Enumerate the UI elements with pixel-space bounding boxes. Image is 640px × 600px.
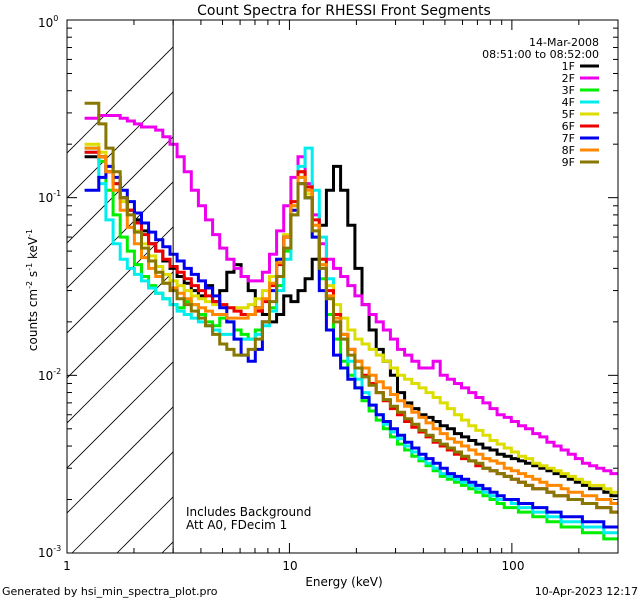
hatch-line (67, 316, 174, 424)
hatch-line (71, 451, 174, 553)
series-1F (84, 155, 618, 498)
x-tick-label: 10 (282, 559, 297, 573)
hatch-line (567, 20, 640, 553)
hatch-line (67, 406, 174, 514)
series-4F (84, 146, 618, 535)
legend-label-9F: 9F (562, 156, 575, 169)
chart-title: Count Spectra for RHESSI Front Segments (197, 3, 491, 19)
hatch-line (67, 91, 174, 199)
hatch-line (67, 271, 174, 379)
hatched-region (67, 20, 640, 553)
legend-label-4F: 4F (562, 96, 575, 109)
hatch-line (67, 361, 174, 469)
legend-label-8F: 8F (562, 144, 575, 157)
footer-date: 10-Apr-2023 12:17 (535, 585, 638, 598)
series-5F (84, 142, 618, 494)
series-9F (84, 101, 618, 514)
hatch-line (342, 20, 640, 553)
legend-date: 14-Mar-2008 (529, 36, 599, 49)
hatch-line (67, 181, 174, 289)
legend-label-5F: 5F (562, 108, 575, 121)
y-axis-label: counts cm-2 s-1 keV-1 (25, 229, 40, 351)
annotation-attenuator: Att A0, FDecim 1 (186, 518, 287, 532)
hatch-line (522, 20, 640, 553)
hatch-line (432, 20, 640, 553)
hatch-line (67, 226, 174, 334)
y-tick-label: 10-3 (38, 544, 61, 560)
annotation-background: Includes Background (186, 505, 311, 519)
legend-label-2F: 2F (562, 72, 575, 85)
legend-label-1F: 1F (562, 60, 575, 73)
y-tick-label: 100 (38, 14, 58, 30)
hatch-line (67, 46, 174, 154)
legend-label-7F: 7F (562, 132, 575, 145)
series-layer (84, 101, 618, 541)
x-tick-label: 100 (502, 559, 525, 573)
y-tick-labels: 10-3 10-2 10-1 100 (38, 14, 61, 560)
series-2F (84, 114, 618, 476)
legend-label-6F: 6F (562, 120, 575, 133)
x-tick-labels: 1 10 100 (63, 559, 524, 573)
y-tick-label: 10-2 (38, 367, 61, 383)
legend-label-3F: 3F (562, 84, 575, 97)
plot-frame (66, 19, 619, 554)
x-tick-label: 1 (63, 559, 71, 573)
hatch-line (387, 20, 640, 553)
footer-generated: Generated by hsi_min_spectra_plot.pro (2, 585, 218, 598)
legend: 14-Mar-2008 08:51:00 to 08:52:00 1F2F3F4… (482, 36, 599, 169)
hatch-line (67, 136, 174, 244)
x-axis-label: Energy (keV) (305, 575, 382, 589)
series-7F (84, 164, 618, 529)
axis-ticks (66, 20, 619, 554)
series-6F (84, 150, 618, 514)
y-tick-label: 10-1 (38, 189, 61, 205)
legend-time-range: 08:51:00 to 08:52:00 (482, 48, 599, 61)
